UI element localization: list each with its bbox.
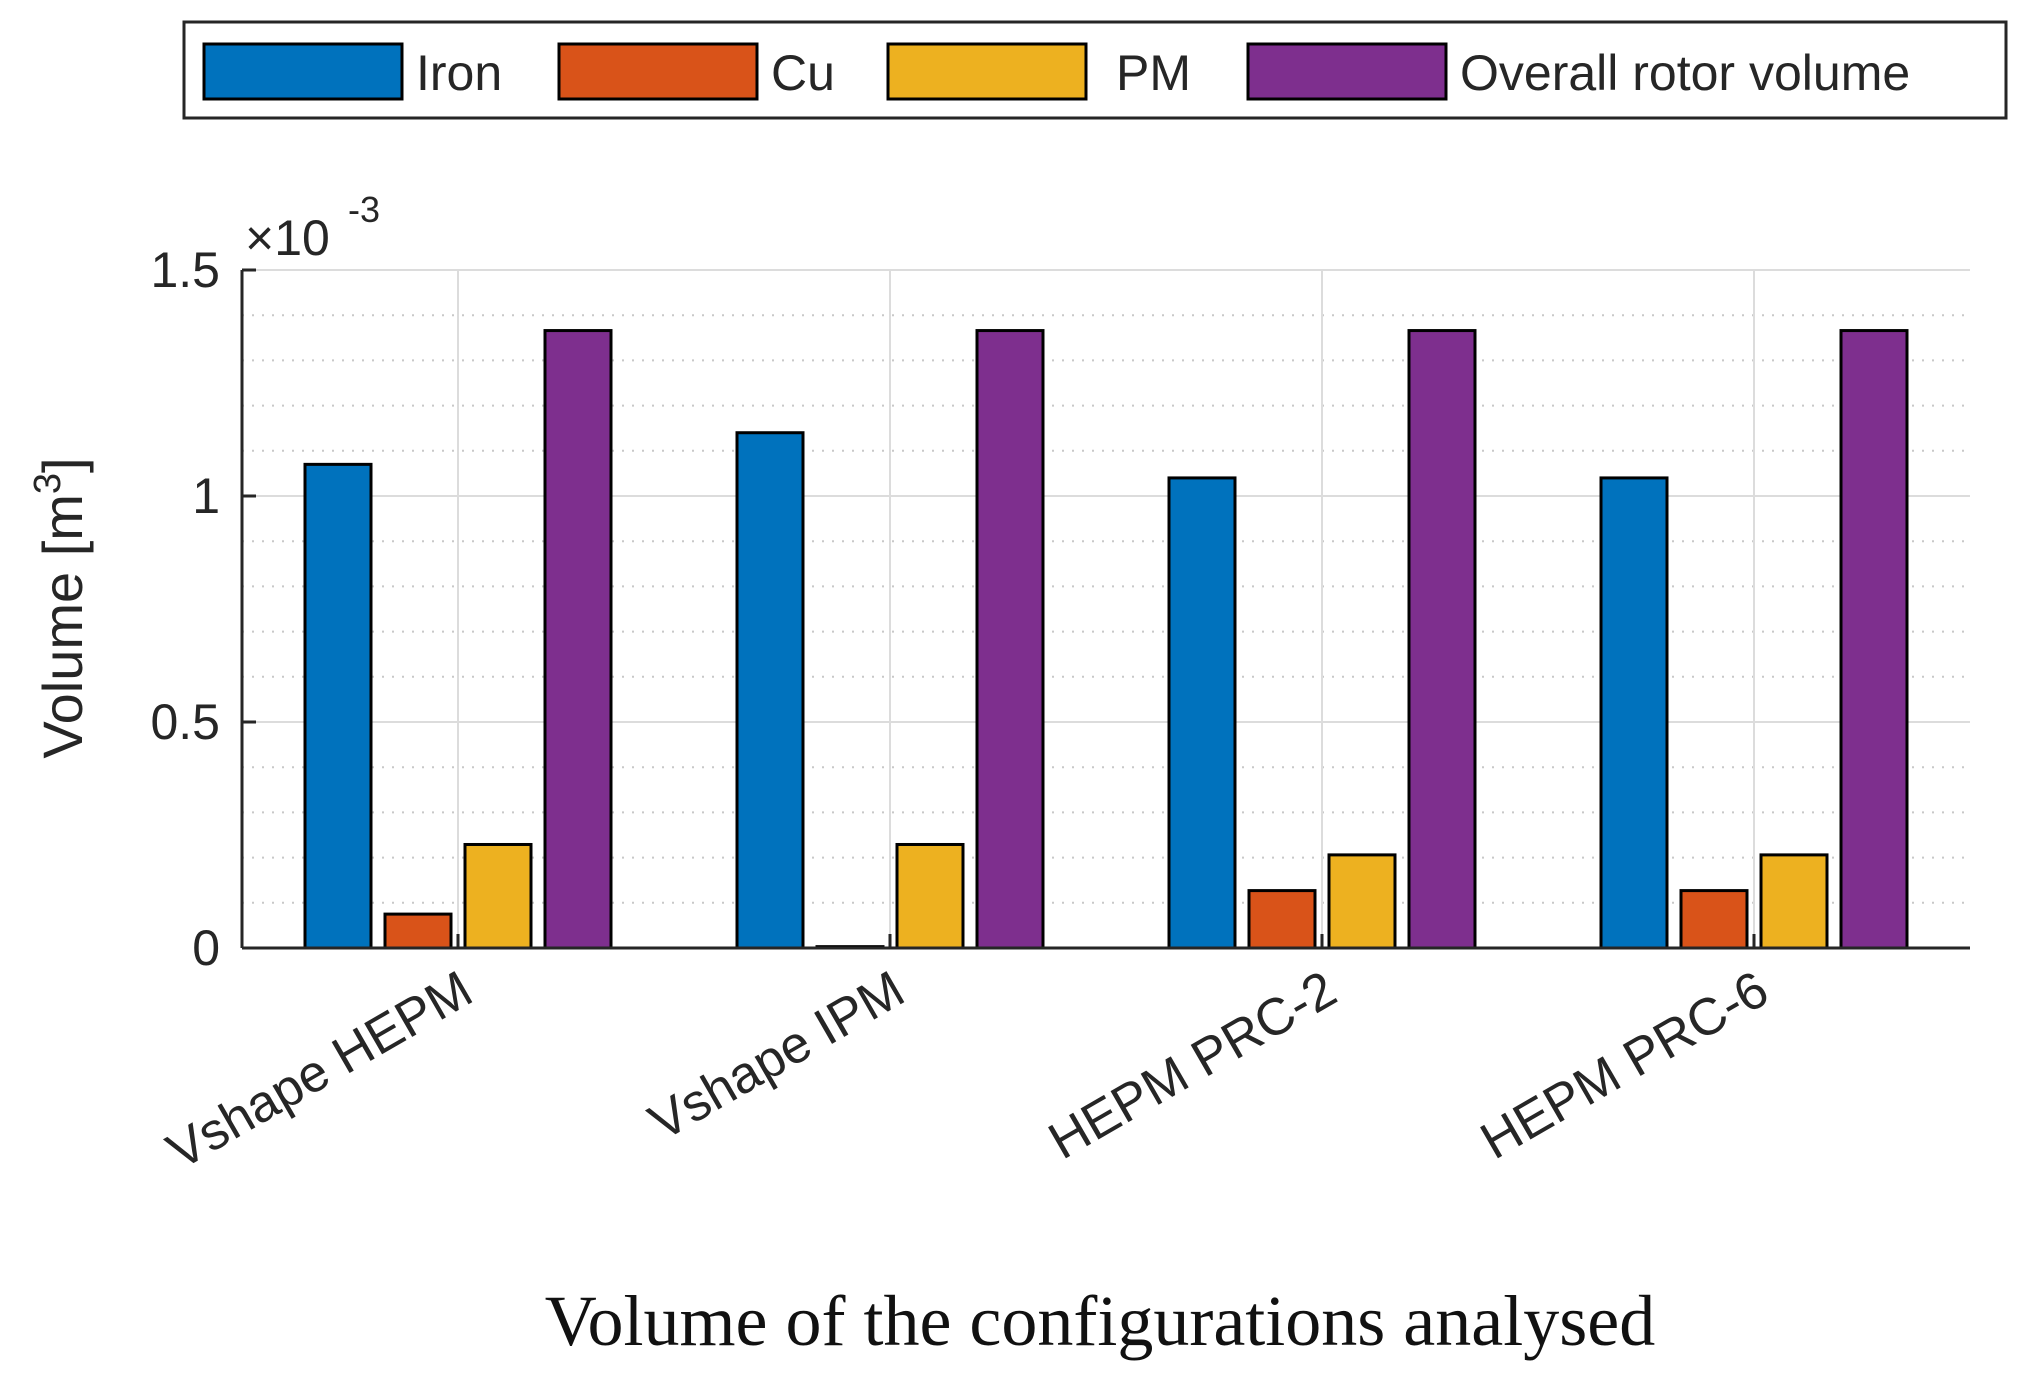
bar-iron-3 — [1599, 476, 1669, 950]
legend-swatch-iron — [202, 42, 404, 101]
bar-pm-2 — [1327, 853, 1397, 950]
y-exponent-power: -3 — [348, 189, 380, 230]
bar-pm-1 — [895, 842, 965, 950]
bar-iron-2 — [1167, 476, 1237, 950]
bar-cu-3 — [1679, 889, 1749, 950]
y-tick-label: 1.5 — [150, 242, 220, 298]
legend-label: PM — [1116, 45, 1191, 101]
x-tick-label: HEPM PRC-2 — [1039, 960, 1346, 1171]
y-exponent-label: ×10 — [245, 210, 330, 266]
legend: Iron Cu PM Overall rotor volume — [182, 20, 2008, 120]
x-axis-label: Volume of the configurations analysed — [545, 1281, 1655, 1361]
bar-overall-rotor-volume-0 — [543, 329, 613, 950]
y-tick-label: 1 — [192, 468, 220, 524]
bar-pm-0 — [463, 842, 533, 950]
bar-cu-0 — [383, 912, 453, 950]
legend-label: Iron — [416, 45, 502, 101]
legend-swatch-pm — [886, 42, 1088, 101]
bar-overall-rotor-volume-2 — [1407, 329, 1477, 950]
bar-iron-0 — [303, 462, 373, 950]
bars — [303, 329, 1909, 950]
axis-labels: 0 0.5 1 1.5 ×10 -3 Vshape HEPM Vshape IPM HEPM P… — [27, 189, 1778, 1361]
legend-box — [182, 20, 2008, 120]
x-tick-label: HEPM PRC-6 — [1471, 960, 1778, 1171]
legend-label: Cu — [771, 45, 835, 101]
bar-iron-1 — [735, 431, 805, 950]
y-tick-label: 0 — [192, 920, 220, 976]
bar-cu-2 — [1247, 889, 1317, 950]
y-tick-label: 0.5 — [150, 694, 220, 750]
y-axis-label: Volume [m3] — [27, 457, 94, 758]
legend-swatch-overall-rotor-volume — [1246, 42, 1448, 101]
bar-overall-rotor-volume-3 — [1839, 329, 1909, 950]
legend-swatch-cu — [557, 42, 759, 101]
axes — [240, 268, 1970, 950]
x-tick-label: Vshape IPM — [640, 960, 914, 1152]
bar-pm-3 — [1759, 853, 1829, 950]
x-tick-label: Vshape HEPM — [158, 960, 482, 1181]
legend-label: Overall rotor volume — [1460, 45, 1910, 101]
bar-overall-rotor-volume-1 — [975, 329, 1045, 950]
